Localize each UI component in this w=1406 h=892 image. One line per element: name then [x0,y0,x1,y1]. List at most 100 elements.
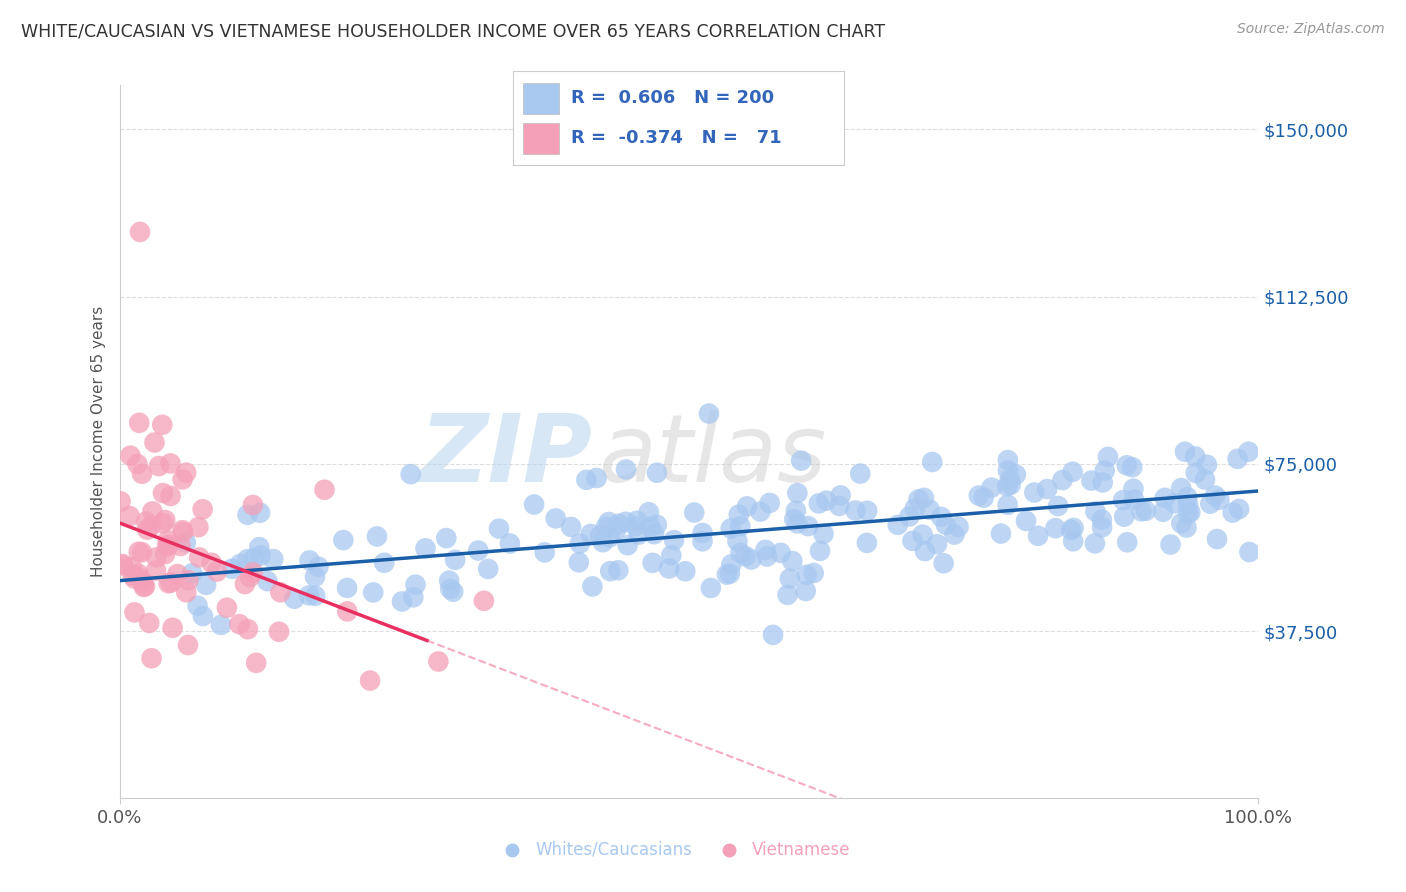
Point [174,585,197,599]
Point [215,600,238,615]
Point [830,488,852,502]
Point [544,511,567,525]
Point [249,506,271,520]
Point [111,557,134,571]
Point [786,486,808,500]
Point [626,514,648,528]
Point [1015,514,1038,528]
Point [585,471,607,485]
Point [614,515,637,529]
Point [143,435,166,450]
Point [1227,502,1250,516]
Point [136,523,159,537]
Point [304,589,326,603]
Point [439,582,461,596]
Point [135,515,157,529]
Point [932,556,955,570]
Point [166,567,188,582]
Point [730,519,752,533]
Point [1115,458,1137,473]
Point [155,513,177,527]
Point [794,584,817,599]
Point [1060,523,1083,537]
Bar [523,123,560,153]
Point [754,542,776,557]
Point [177,638,200,652]
Point [1000,477,1022,491]
Point [645,466,668,480]
Point [790,453,813,467]
Bar [523,83,560,113]
Point [828,499,851,513]
Point [229,557,252,571]
Point [616,538,638,552]
Point [236,622,259,636]
Point [808,544,831,558]
Point [1097,450,1119,464]
Point [579,527,602,541]
Point [1180,505,1202,519]
Point [683,506,706,520]
Point [415,541,437,556]
Point [637,505,659,519]
Point [148,458,170,473]
Point [236,508,259,522]
Point [141,651,163,665]
Point [605,522,627,536]
Point [1208,492,1230,507]
Point [662,533,685,548]
Point [782,554,804,568]
Point [1084,504,1107,518]
Point [533,545,555,559]
Point [948,520,970,534]
Point [599,564,621,578]
Point [131,545,153,559]
Point [849,467,872,481]
Point [973,491,995,505]
Point [132,575,155,590]
Point [783,512,806,526]
Point [716,567,738,582]
Point [598,515,620,529]
Point [1170,481,1192,495]
Point [172,525,194,540]
Text: Source: ZipAtlas.com: Source: ZipAtlas.com [1237,22,1385,37]
Point [575,473,598,487]
Point [1062,534,1084,549]
Point [150,417,173,432]
Point [1184,450,1206,464]
Point [1175,520,1198,534]
Point [304,569,326,583]
Point [174,466,197,480]
Point [935,517,957,532]
Point [1160,537,1182,551]
Point [844,503,866,517]
Point [943,527,966,541]
Point [200,556,222,570]
Point [925,537,948,551]
Point [1184,466,1206,480]
Point [156,540,179,554]
Point [298,553,321,567]
Point [734,549,756,564]
Point [159,457,181,471]
Point [595,520,617,534]
Point [236,552,259,566]
Point [162,621,184,635]
Point [187,599,209,613]
Point [267,624,290,639]
Point [607,563,630,577]
Point [659,548,682,562]
Point [560,520,582,534]
Point [1130,504,1153,518]
Point [141,504,163,518]
Point [472,594,495,608]
Text: Whites/Caucasians: Whites/Caucasians [536,841,692,859]
Point [124,606,146,620]
Point [907,492,929,507]
Point [112,558,135,573]
Point [256,574,278,589]
Point [283,591,305,606]
Point [181,566,204,581]
Point [627,527,650,541]
